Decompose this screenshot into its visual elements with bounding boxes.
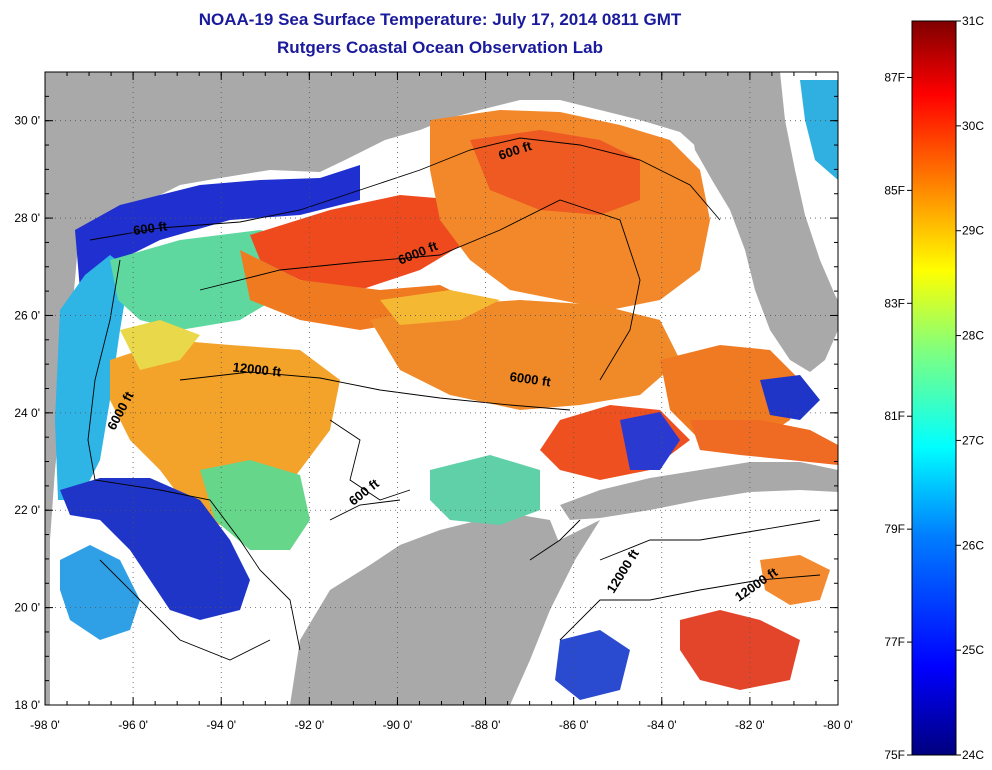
- colorbar-fahrenheit-label: 75F: [884, 748, 905, 762]
- latitude-labels: 18 0' 20 0' 22 0' 24 0' 26 0' 28 0' 30 0': [14, 114, 40, 712]
- colorbar-fahrenheit-label: 81F: [884, 409, 905, 423]
- colorbar-celsius-labels: 31C 30C 29C 28C 27C 26C 25C 24C: [956, 14, 984, 762]
- colorbar-celsius-label: 29C: [962, 224, 984, 238]
- lon-tick-label: -98 0': [30, 718, 60, 732]
- colorbar-fahrenheit-label: 79F: [884, 522, 905, 536]
- cuba-land: [560, 462, 838, 520]
- colorbar-fahrenheit-labels: 87F 85F 83F 81F 79F 77F 75F: [884, 70, 912, 762]
- colorbar-fahrenheit-label: 85F: [884, 183, 905, 197]
- lat-tick-label: 30 0': [14, 114, 40, 128]
- colorbar-celsius-label: 25C: [962, 643, 984, 657]
- lon-tick-label: -80 0': [823, 718, 853, 732]
- axis-ticks: [44, 71, 839, 706]
- bathymetry-contours: [87, 137, 821, 661]
- colorbar: [911, 20, 957, 756]
- lon-tick-label: -92 0': [295, 718, 325, 732]
- lat-lon-grid: [45, 72, 838, 705]
- colorbar-celsius-label: 30C: [962, 119, 984, 133]
- contour-label: 600 ft: [132, 218, 168, 238]
- lon-tick-label: -90 0': [383, 718, 413, 732]
- lat-tick-label: 22 0': [14, 503, 40, 517]
- contour-label: 12000 ft: [232, 359, 282, 379]
- colorbar-celsius-label: 28C: [962, 329, 984, 343]
- lat-tick-label: 24 0': [14, 406, 40, 420]
- map-title: NOAA-19 Sea Surface Temperature: July 17…: [198, 10, 682, 29]
- colorbar-celsius-label: 26C: [962, 538, 984, 552]
- lon-tick-label: -94 0': [206, 718, 236, 732]
- colorbar-celsius-label: 24C: [962, 748, 984, 762]
- colorbar-fahrenheit-label: 83F: [884, 296, 905, 310]
- colorbar-celsius-label: 27C: [962, 433, 984, 447]
- lat-tick-label: 28 0': [14, 211, 40, 225]
- lat-tick-label: 20 0': [14, 601, 40, 615]
- lon-tick-label: -86 0': [559, 718, 589, 732]
- map-subtitle: Rutgers Coastal Ocean Observation Lab: [277, 38, 603, 57]
- colorbar-celsius-label: 31C: [962, 14, 984, 28]
- lon-tick-label: -82 0': [735, 718, 765, 732]
- contour-label: 6000 ft: [509, 369, 553, 390]
- map-area: [45, 72, 838, 705]
- colorbar-fahrenheit-label: 87F: [884, 70, 905, 84]
- lon-tick-label: -84 0': [647, 718, 677, 732]
- florida-land: [690, 72, 838, 372]
- colorbar-fahrenheit-label: 77F: [884, 635, 905, 649]
- lat-tick-label: 18 0': [14, 698, 40, 712]
- longitude-labels: -98 0' -96 0' -94 0' -92 0' -90 0' -88 0' -86 …: [30, 718, 853, 732]
- lon-tick-label: -88 0': [471, 718, 501, 732]
- central-america-land: [455, 540, 560, 705]
- lat-tick-label: 26 0': [14, 308, 40, 322]
- lon-tick-label: -96 0': [118, 718, 148, 732]
